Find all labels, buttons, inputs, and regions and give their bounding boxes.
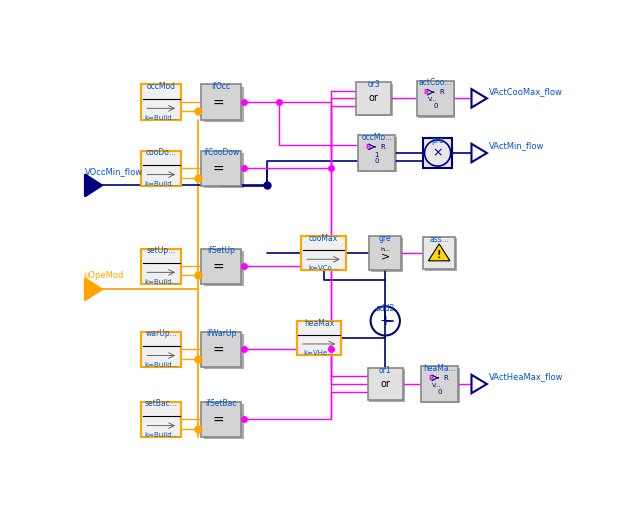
Bar xyxy=(356,82,391,114)
Polygon shape xyxy=(85,175,102,196)
Text: ifSetUp: ifSetUp xyxy=(207,246,235,255)
Text: heaMax: heaMax xyxy=(304,319,334,327)
Text: k=VCo...: k=VCo... xyxy=(308,265,339,271)
Text: =: = xyxy=(213,261,224,275)
Text: occMo...: occMo... xyxy=(362,133,392,142)
Bar xyxy=(302,236,346,270)
Text: B: B xyxy=(428,375,433,381)
Bar xyxy=(201,249,241,284)
Text: ifSetBac: ifSetBac xyxy=(206,399,237,408)
Bar xyxy=(360,137,397,172)
Polygon shape xyxy=(428,244,450,261)
Bar xyxy=(203,153,243,189)
Text: 1: 1 xyxy=(375,152,379,157)
Text: cooDo...: cooDo... xyxy=(146,148,177,157)
Text: R: R xyxy=(381,144,385,150)
Text: VActCooMax_flow: VActCooMax_flow xyxy=(489,87,563,96)
Text: =: = xyxy=(213,163,224,177)
Bar xyxy=(201,402,241,437)
Text: gre: gre xyxy=(379,234,392,243)
Bar xyxy=(141,402,181,437)
Bar xyxy=(423,368,460,404)
Text: ifOcc: ifOcc xyxy=(212,82,231,91)
Text: !: ! xyxy=(437,250,441,261)
Bar xyxy=(417,81,454,116)
Text: 0: 0 xyxy=(438,388,442,395)
Text: actCoo...: actCoo... xyxy=(418,78,452,88)
Bar xyxy=(297,321,341,355)
Text: h...: h... xyxy=(380,247,390,252)
Text: k=Build...: k=Build... xyxy=(144,279,179,285)
Bar xyxy=(203,251,243,286)
Text: =: = xyxy=(213,97,224,111)
Bar xyxy=(201,151,241,186)
Bar xyxy=(421,366,459,402)
Text: uOpeMod: uOpeMod xyxy=(83,271,124,280)
Text: 0: 0 xyxy=(433,103,438,109)
Bar xyxy=(358,135,396,171)
Text: k=Build...: k=Build... xyxy=(144,432,179,438)
Text: 0: 0 xyxy=(375,157,379,164)
Text: >: > xyxy=(381,252,390,262)
Text: occMod: occMod xyxy=(146,82,176,91)
Text: VActHeaMax_flow: VActHeaMax_flow xyxy=(489,372,564,382)
Text: or: or xyxy=(369,93,379,104)
Bar xyxy=(425,238,457,271)
Bar xyxy=(369,236,402,270)
Bar xyxy=(203,87,243,122)
Text: k=VHe...: k=VHe... xyxy=(303,350,334,355)
Text: R: R xyxy=(444,375,449,381)
Bar xyxy=(203,404,243,439)
Text: k=Build...: k=Build... xyxy=(144,181,179,187)
Polygon shape xyxy=(85,278,102,300)
Bar xyxy=(423,138,452,168)
Text: heaMa...: heaMa... xyxy=(423,364,456,373)
Text: R: R xyxy=(439,89,444,95)
Text: B: B xyxy=(365,144,370,150)
Text: or3: or3 xyxy=(367,80,380,89)
Bar xyxy=(141,249,181,284)
Text: warUp...: warUp... xyxy=(145,329,177,338)
Bar xyxy=(201,84,241,120)
Text: ass...: ass... xyxy=(430,235,449,243)
Bar xyxy=(141,84,181,120)
Text: V...: V... xyxy=(432,383,442,388)
Text: ifCooDow: ifCooDow xyxy=(203,148,239,157)
Text: setUp...: setUp... xyxy=(146,246,176,255)
Text: k=Build...: k=Build... xyxy=(144,114,179,121)
Text: VActMin_flow: VActMin_flow xyxy=(489,141,544,151)
Text: pro: pro xyxy=(431,136,444,145)
Text: V...: V... xyxy=(428,97,437,103)
Text: k=Build...: k=Build... xyxy=(144,362,179,368)
Bar xyxy=(423,237,455,269)
Text: or: or xyxy=(380,379,390,389)
Bar xyxy=(141,151,181,186)
Text: B: B xyxy=(423,89,429,95)
Text: or1: or1 xyxy=(379,366,392,375)
Bar xyxy=(203,334,243,369)
Text: setBac...: setBac... xyxy=(145,399,177,408)
Text: VOccMin_flow: VOccMin_flow xyxy=(85,167,143,176)
Bar xyxy=(358,84,393,116)
Text: ×: × xyxy=(433,147,443,160)
Bar xyxy=(371,238,403,271)
Bar xyxy=(201,332,241,367)
Bar xyxy=(369,369,405,402)
Text: =: = xyxy=(213,344,224,358)
Bar xyxy=(141,332,181,367)
Text: =: = xyxy=(213,414,224,428)
Text: ifWarUp: ifWarUp xyxy=(206,329,237,338)
Bar xyxy=(368,368,403,400)
Text: cooMax: cooMax xyxy=(309,234,338,243)
Bar xyxy=(418,82,455,118)
Text: add2: add2 xyxy=(376,304,395,313)
Text: +: + xyxy=(379,314,391,328)
